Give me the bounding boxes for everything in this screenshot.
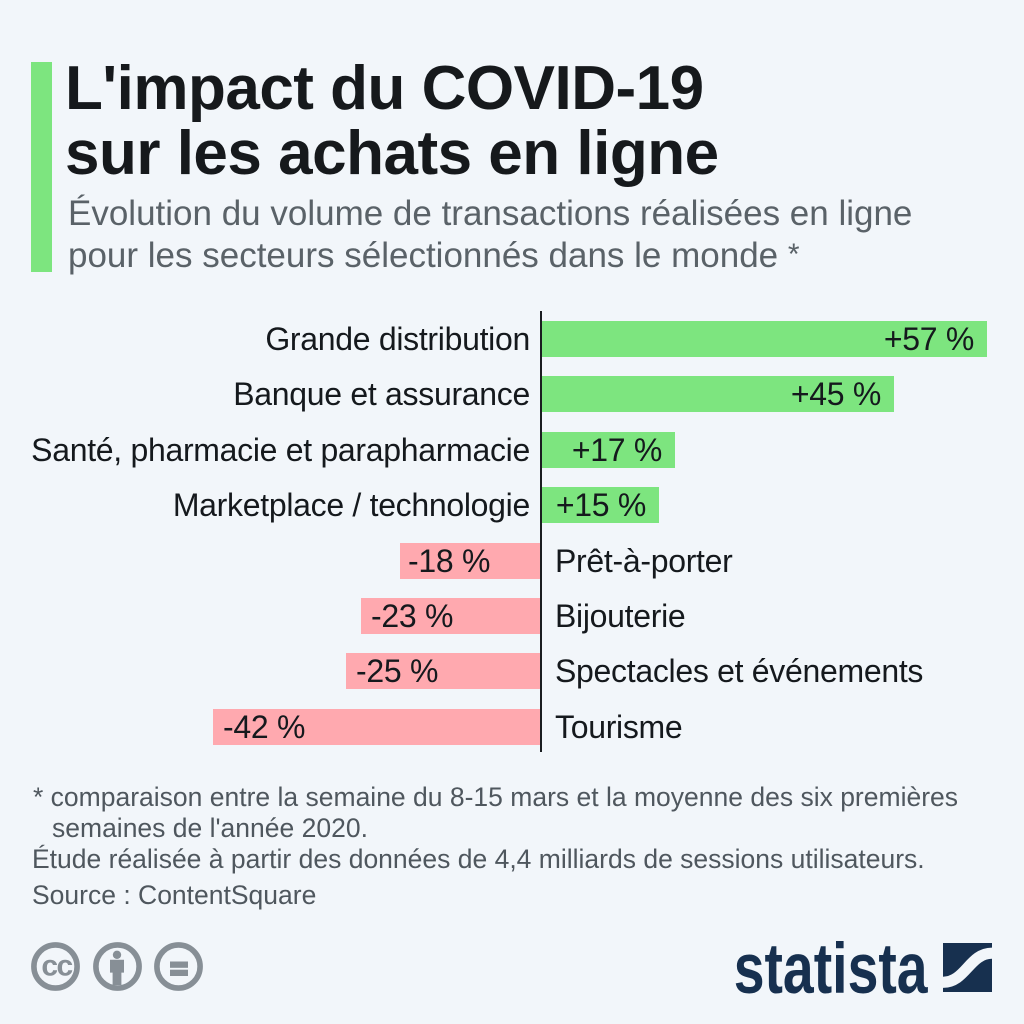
svg-text:cc: cc	[41, 950, 72, 983]
